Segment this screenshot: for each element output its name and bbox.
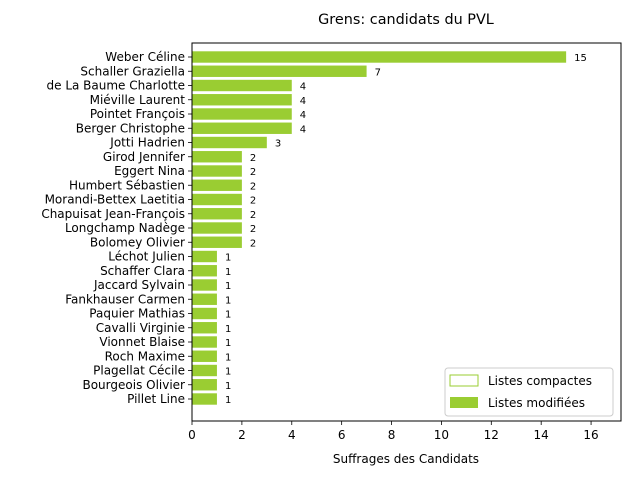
bar-value-label: 4: [300, 110, 306, 121]
bar-modified: [192, 94, 292, 106]
category-label: Schaffer Clara: [100, 264, 185, 278]
category-label: Paquier Mathias: [89, 307, 185, 321]
bar-value-label: 2: [250, 196, 256, 207]
bar-value-label: 4: [300, 124, 306, 135]
category-label: Girod Jennifer: [103, 150, 185, 164]
bar-modified: [192, 79, 292, 92]
bar-modified: [192, 65, 367, 77]
bar-value-label: 2: [250, 238, 256, 249]
bar-value-label: 1: [225, 395, 231, 406]
category-label: Eggert Nina: [114, 164, 185, 178]
bar-value-label: 1: [225, 324, 231, 335]
bar-value-label: 1: [225, 267, 231, 278]
category-label: Vionnet Blaise: [99, 335, 185, 349]
legend-swatch-modified: [450, 397, 478, 408]
legend: Listes compactes Listes modifiées: [444, 367, 614, 417]
category-label: Longchamp Nadège: [65, 221, 185, 235]
x-tick-label: 4: [288, 428, 296, 442]
bar-modified: [192, 193, 242, 206]
legend-label-compact: Listes compactes: [488, 374, 592, 388]
bar-value-label: 1: [225, 295, 231, 306]
bar-value-label: 1: [225, 281, 231, 292]
value-labels-group: 15 7 4 4 4 4 3 2 2 2 2 2 2 2 1 1 1 1 1 1 1 1 1 1 1: [225, 53, 587, 406]
bar-value-label: 4: [300, 96, 306, 107]
category-label: Berger Christophe: [76, 121, 185, 135]
bar-value-label: 1: [225, 367, 231, 378]
bar-modified: [192, 179, 242, 191]
bar-modified: [192, 208, 242, 220]
bar-modified: [192, 336, 217, 348]
plot-frame: [191, 42, 622, 422]
bar-modified: [192, 136, 267, 149]
x-tick-label: 6: [338, 428, 346, 442]
bar-modified: [192, 279, 217, 291]
legend-label-modified: Listes modifiées: [488, 396, 585, 410]
x-tick-label: 14: [534, 428, 549, 442]
bar-modified: [192, 322, 217, 334]
bar-modified: [192, 250, 217, 263]
chart-title: Grens: candidats du PVL: [318, 12, 494, 28]
category-label: Cavalli Virginie: [96, 321, 185, 335]
x-tick-label: 16: [583, 428, 598, 442]
x-tick-label: 10: [434, 428, 449, 442]
x-tick-label: 0: [188, 428, 196, 442]
bar-modified: [192, 222, 242, 234]
bar-value-label: 2: [250, 210, 256, 221]
bar-value-label: 2: [250, 181, 256, 192]
bar-value-label: 4: [300, 82, 306, 93]
bar-modified: [192, 151, 242, 163]
bar-modified: [192, 350, 217, 362]
x-tick-label: 12: [484, 428, 499, 442]
bar-value-label: 1: [225, 310, 231, 321]
category-label: Fankhauser Carmen: [65, 292, 185, 306]
bar-value-label: 1: [225, 338, 231, 349]
bar-value-label: 2: [250, 153, 256, 164]
bar-modified: [192, 51, 567, 63]
bar-modified: [192, 108, 292, 120]
category-label: Pillet Line: [127, 392, 185, 406]
category-label: Plagellat Cécile: [93, 364, 185, 378]
bar-value-label: 3: [275, 139, 281, 150]
category-label: Léchot Julien: [108, 250, 185, 264]
category-label: Roch Maxime: [105, 349, 185, 363]
legend-box: [444, 367, 614, 417]
bar-modified: [192, 236, 242, 248]
x-tick-label: 8: [388, 428, 396, 442]
bar-value-label: 2: [250, 167, 256, 178]
bar-modified: [192, 165, 242, 177]
category-label: Chapuisat Jean-François: [41, 207, 185, 221]
bar-modified: [192, 379, 217, 391]
bar-value-label: 15: [574, 53, 587, 64]
bar-modified: [192, 307, 217, 320]
category-label: de La Baume Charlotte: [47, 79, 186, 93]
category-label: Weber Céline: [105, 50, 185, 64]
category-label: Schaller Graziella: [80, 64, 185, 78]
category-label: Miéville Laurent: [90, 93, 186, 107]
bar-value-label: 1: [225, 253, 231, 264]
bar-modified: [192, 393, 217, 405]
x-ticks-group: 0 2 4 6 8 10 12 14 16: [188, 421, 599, 442]
bar-value-label: 1: [225, 352, 231, 363]
category-label: Jaccard Sylvain: [93, 278, 185, 292]
bars-group: [192, 51, 567, 405]
category-label: Bolomey Olivier: [90, 235, 185, 249]
bar-modified: [192, 265, 217, 277]
bar-modified: [192, 293, 217, 305]
bar-value-label: 2: [250, 224, 256, 235]
bar-modified: [192, 122, 292, 134]
bar-modified: [192, 364, 217, 377]
legend-swatch-compact: [449, 374, 479, 387]
x-tick-label: 2: [238, 428, 246, 442]
category-label: Bourgeois Olivier: [82, 378, 185, 392]
bar-value-label: 1: [225, 381, 231, 392]
category-label: Pointet François: [90, 107, 185, 121]
category-label: Humbert Sébastien: [69, 178, 185, 192]
x-axis-title: Suffrages des Candidats: [333, 452, 479, 466]
bar-value-label: 7: [375, 67, 381, 78]
category-label: Morandi-Bettex Laetitia: [45, 193, 185, 207]
category-label: Jotti Hadrien: [109, 136, 185, 150]
